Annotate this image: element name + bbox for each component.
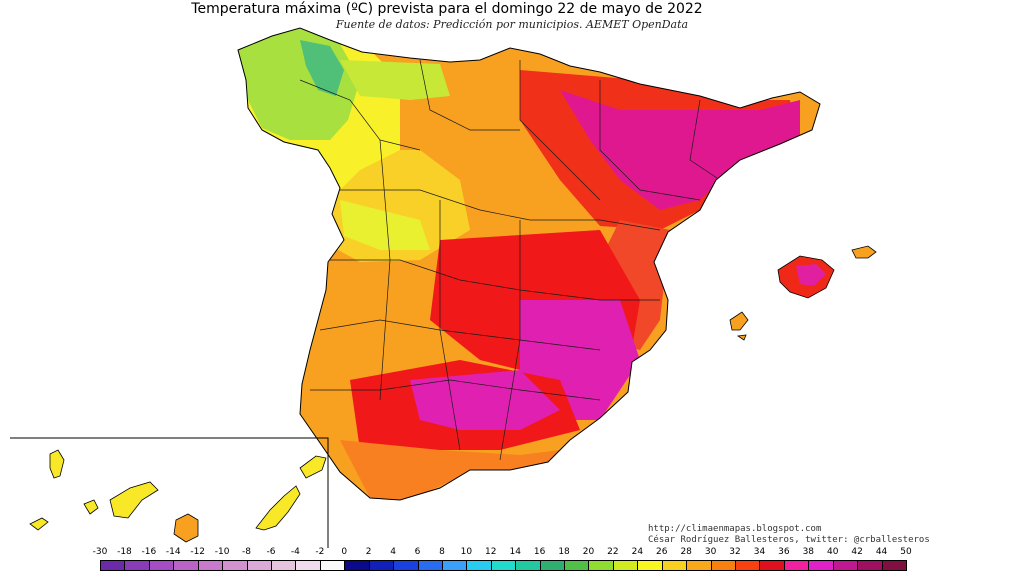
legend-swatch [783,560,810,571]
legend-tick-label: -18 [117,547,132,557]
legend-tick-label: 6 [414,547,421,557]
legend-tick-label: 24 [631,547,644,557]
tenerife [109,481,159,519]
credit-author: César Rodríguez Ballesteros, twitter: @c… [648,535,930,545]
legend-tick-label: 20 [582,547,595,557]
zone-warm-coast [340,440,560,500]
balearic-islands [729,245,877,341]
fuerteventura [255,485,301,531]
legend-tick-label: 40 [826,547,839,557]
legend-tick-label: -10 [214,547,230,557]
legend-swatch [710,560,737,571]
legend-tick-label: 26 [656,547,668,557]
legend-tick-label: 14 [509,547,521,557]
legend-tick-label: 38 [802,547,815,557]
legend-tick-label: 18 [558,547,570,557]
legend-tick-label: 2 [365,547,372,557]
zone-very-hot-andalucia [410,370,560,430]
legend-tick-label: 30 [704,547,717,557]
lanzarote [299,455,327,479]
legend-swatch [539,560,566,571]
peninsula-temperature-field [237,27,821,501]
legend-swatch [124,560,150,571]
el-hierro [29,517,49,531]
zone-cooler-mountains [300,40,344,96]
legend-tick-label: 42 [851,547,863,557]
legend-tick-label: -4 [290,547,300,557]
legend-swatch [344,560,370,571]
canary-islands-inset [10,437,329,548]
legend-swatch [612,560,639,571]
inset-frame [10,437,329,548]
zone-very-hot-aragon [560,90,800,210]
color-legend: -30 -18 -16 -14 -12 -10 -8 -6 -4 -2 0 2 4 6 8 10 12 14 16 1… [93,547,912,575]
legend-swatch [368,560,395,571]
legend-tick-label: -16 [141,547,157,557]
legend-tick-label: 16 [533,547,546,557]
legend-swatch [808,560,834,571]
legend-tick-label: 32 [729,547,741,557]
legend-tick-label: -12 [190,547,206,557]
legend-tick-label: 50 [900,547,912,557]
legend-swatch [441,560,468,571]
legend-tick-label: 0 [341,547,348,557]
legend-swatch [148,560,175,571]
legend-tick-label: 12 [485,547,497,557]
credit-blog: http://climaenmapas.blogspot.com [648,524,822,534]
legend-swatch [319,560,346,571]
legend-tick-label: 22 [607,547,619,557]
legend-swatch [515,560,541,571]
zone-cantabric-green [340,60,450,100]
legend-swatch [295,560,321,571]
gran-canaria [173,513,199,543]
mallorca-core [796,264,826,286]
legend-tick-label: 8 [439,547,445,557]
legend-swatch [393,560,419,571]
legend-swatch [832,560,859,571]
legend-swatch [857,560,883,571]
la-gomera [83,499,99,515]
province-boundaries [299,59,721,461]
legend-tick-label: 34 [753,547,766,557]
map-subtitle: Fuente de datos: Predicción por municipi… [335,18,689,31]
legend-tick-label: -14 [165,547,181,557]
legend-swatch [588,560,614,571]
legend-swatch [197,560,224,571]
legend-swatch [564,560,590,571]
legend-swatch [466,560,492,571]
formentera [736,334,747,341]
peninsula-coastline [237,27,821,501]
la-palma [49,449,65,479]
legend-swatch [417,560,443,571]
legend-swatch [173,560,199,571]
legend-tick-label: -8 [242,547,252,557]
legend-swatch [222,560,248,571]
legend-swatch [759,560,785,571]
legend-swatch [246,560,272,571]
map-title: Temperatura máxima (ºC) prevista para el… [191,1,703,17]
legend-swatch [637,560,663,571]
legend-tick-label: 4 [390,547,396,557]
legend-swatch [686,560,712,571]
legend-tick-label: -30 [92,547,108,557]
legend-swatch [490,560,517,571]
legend-swatch [881,560,907,571]
legend-tick-label: 10 [460,547,473,557]
legend-tick-label: 44 [875,547,888,557]
legend-tick-label: 28 [680,547,692,557]
legend-swatch [735,560,761,571]
menorca [851,245,877,259]
legend-swatch [100,560,126,571]
legend-tick-label: -2 [315,547,325,557]
legend-swatch [270,560,297,571]
ibiza [729,311,749,331]
legend-tick-label: -6 [266,547,276,557]
zone-yellow-centralsystem [340,200,430,250]
legend-swatch [661,560,688,571]
legend-tick-label: 36 [778,547,790,557]
